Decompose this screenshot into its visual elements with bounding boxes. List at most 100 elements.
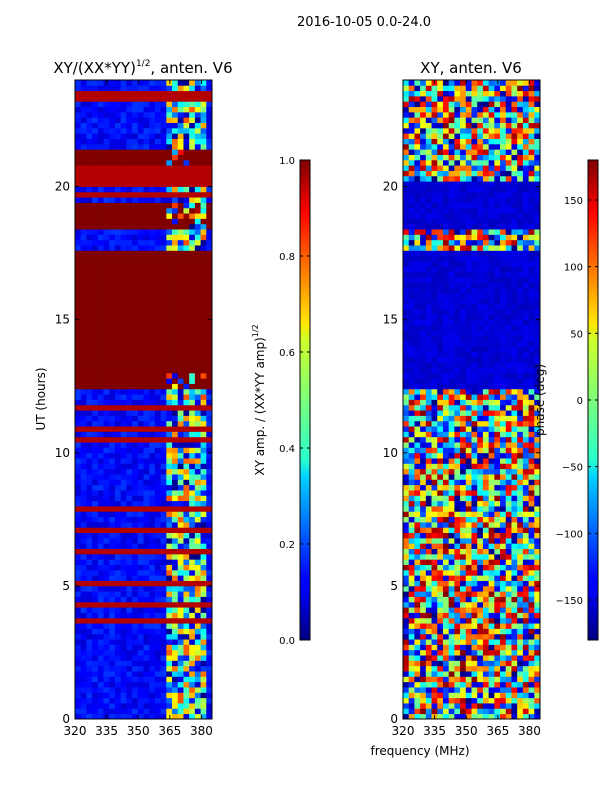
- heatmap-cell: [183, 495, 190, 502]
- heatmap-cell: [471, 458, 478, 464]
- heatmap-cell: [166, 106, 173, 113]
- heatmap-cell: [482, 660, 490, 667]
- heatmap-cell: [200, 154, 207, 161]
- heatmap-cell: [126, 340, 133, 347]
- heatmap-cell: [534, 388, 541, 395]
- heatmap-cell: [86, 521, 93, 528]
- heatmap-cell: [86, 564, 93, 571]
- heatmap-cell: [200, 138, 207, 145]
- heatmap-cell: [194, 426, 201, 432]
- heatmap-cell: [137, 111, 144, 118]
- heatmap-cell: [114, 149, 122, 155]
- heatmap-cell: [103, 287, 110, 294]
- heatmap-cell: [172, 106, 179, 113]
- heatmap-cell: [166, 660, 173, 667]
- heatmap-cell: [137, 612, 144, 619]
- heatmap-cell: [97, 197, 104, 203]
- heatmap-cell: [200, 378, 207, 384]
- heatmap-cell: [189, 410, 196, 416]
- heatmap-cell: [166, 484, 173, 491]
- heatmap-cell: [92, 95, 99, 102]
- heatmap-cell: [448, 308, 455, 315]
- heatmap-cell: [189, 559, 196, 565]
- heatmap-cell: [534, 580, 541, 587]
- heatmap-cell: [166, 143, 173, 150]
- heatmap-cell: [500, 340, 507, 347]
- heatmap-cell: [437, 447, 444, 454]
- heatmap-cell: [75, 223, 82, 230]
- heatmap-cell: [183, 521, 190, 528]
- heatmap-cell: [488, 314, 495, 321]
- heatmap-cell: [431, 372, 438, 379]
- heatmap-cell: [534, 511, 541, 518]
- heatmap-cell: [528, 580, 535, 587]
- heatmap-cell: [132, 399, 139, 406]
- heatmap-cell: [183, 447, 190, 454]
- heatmap-cell: [408, 644, 415, 651]
- heatmap-cell: [534, 633, 541, 640]
- heatmap-cell: [442, 580, 450, 587]
- heatmap-cell: [189, 633, 196, 640]
- heatmap-cell: [92, 468, 99, 475]
- heatmap-cell: [183, 378, 190, 384]
- heatmap-cell: [92, 271, 99, 278]
- heatmap-cell: [471, 452, 478, 459]
- heatmap-cell: [200, 85, 207, 92]
- heatmap-cell: [403, 277, 410, 283]
- heatmap-cell: [454, 681, 461, 688]
- heatmap-cell: [414, 383, 421, 390]
- heatmap-cell: [534, 644, 541, 651]
- heatmap-cell: [137, 356, 144, 363]
- heatmap-cell: [143, 458, 150, 464]
- heatmap-cell: [517, 676, 524, 683]
- heatmap-cell: [517, 511, 524, 518]
- heatmap-cell: [200, 474, 207, 480]
- heatmap-cell: [92, 591, 99, 597]
- heatmap-cell: [471, 298, 478, 305]
- heatmap-cell: [114, 399, 122, 406]
- heatmap-cell: [488, 463, 495, 470]
- heatmap-cell: [149, 516, 156, 523]
- heatmap-cell: [505, 436, 512, 443]
- heatmap-cell: [114, 111, 122, 118]
- heatmap-cell: [420, 426, 427, 432]
- heatmap-cell: [109, 287, 116, 294]
- heatmap-cell: [160, 383, 167, 390]
- heatmap-cell: [80, 362, 87, 368]
- heatmap-cell: [143, 410, 150, 416]
- heatmap-cell: [206, 266, 213, 273]
- heatmap-cell: [92, 207, 99, 214]
- heatmap-cell: [109, 154, 116, 161]
- heatmap-cell: [460, 697, 467, 704]
- heatmap-cell: [500, 591, 507, 597]
- heatmap-cell: [189, 261, 196, 267]
- heatmap-cell: [194, 122, 201, 129]
- heatmap-cell: [194, 127, 201, 134]
- heatmap-cell: [166, 287, 173, 294]
- heatmap-cell: [149, 362, 156, 368]
- heatmap-cell: [437, 585, 444, 592]
- heatmap-cell: [137, 623, 144, 629]
- heatmap-cell: [75, 431, 82, 438]
- heatmap-cell: [200, 697, 207, 704]
- heatmap-cell: [200, 468, 207, 475]
- heatmap-cell: [200, 681, 207, 688]
- heatmap-cell: [143, 665, 150, 672]
- heatmap-cell: [511, 266, 518, 273]
- heatmap-cell: [154, 585, 162, 592]
- heatmap-cell: [86, 708, 93, 715]
- heatmap-cell: [505, 506, 512, 512]
- heatmap-cell: [114, 101, 122, 108]
- heatmap-cell: [448, 463, 455, 470]
- heatmap-cell: [517, 521, 524, 528]
- heatmap-cell: [137, 101, 144, 108]
- heatmap-cell: [126, 127, 133, 134]
- heatmap-cell: [442, 697, 450, 704]
- heatmap-cell: [109, 420, 116, 427]
- heatmap-cell: [471, 596, 478, 603]
- heatmap-cell: [143, 383, 150, 390]
- heatmap-cell: [534, 351, 541, 358]
- heatmap-cell: [114, 388, 122, 395]
- heatmap-cell: [103, 106, 110, 113]
- heatmap-cell: [143, 660, 150, 667]
